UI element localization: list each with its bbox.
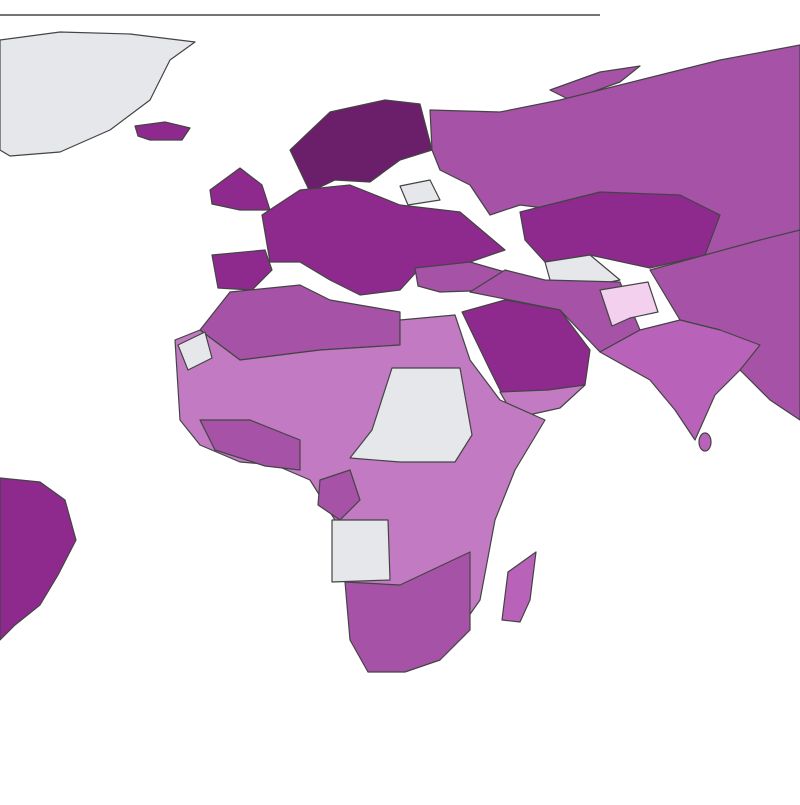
western-sahara: [177, 331, 213, 371]
afghanistan: [599, 281, 659, 327]
kazakhstan: [519, 191, 721, 269]
iberia: [211, 249, 273, 291]
sudan: [349, 367, 473, 463]
india: [599, 319, 761, 441]
brazil: [0, 477, 77, 641]
angola: [331, 519, 391, 583]
sri-lanka: [698, 432, 712, 452]
central-africa-dark: [317, 469, 361, 521]
southern-africa: [344, 551, 471, 673]
belarus: [399, 179, 441, 206]
madagascar: [501, 551, 537, 623]
greenland: [0, 31, 196, 157]
iceland: [134, 121, 191, 141]
scandinavia: [289, 99, 433, 193]
west-africa-dark: [199, 419, 301, 471]
